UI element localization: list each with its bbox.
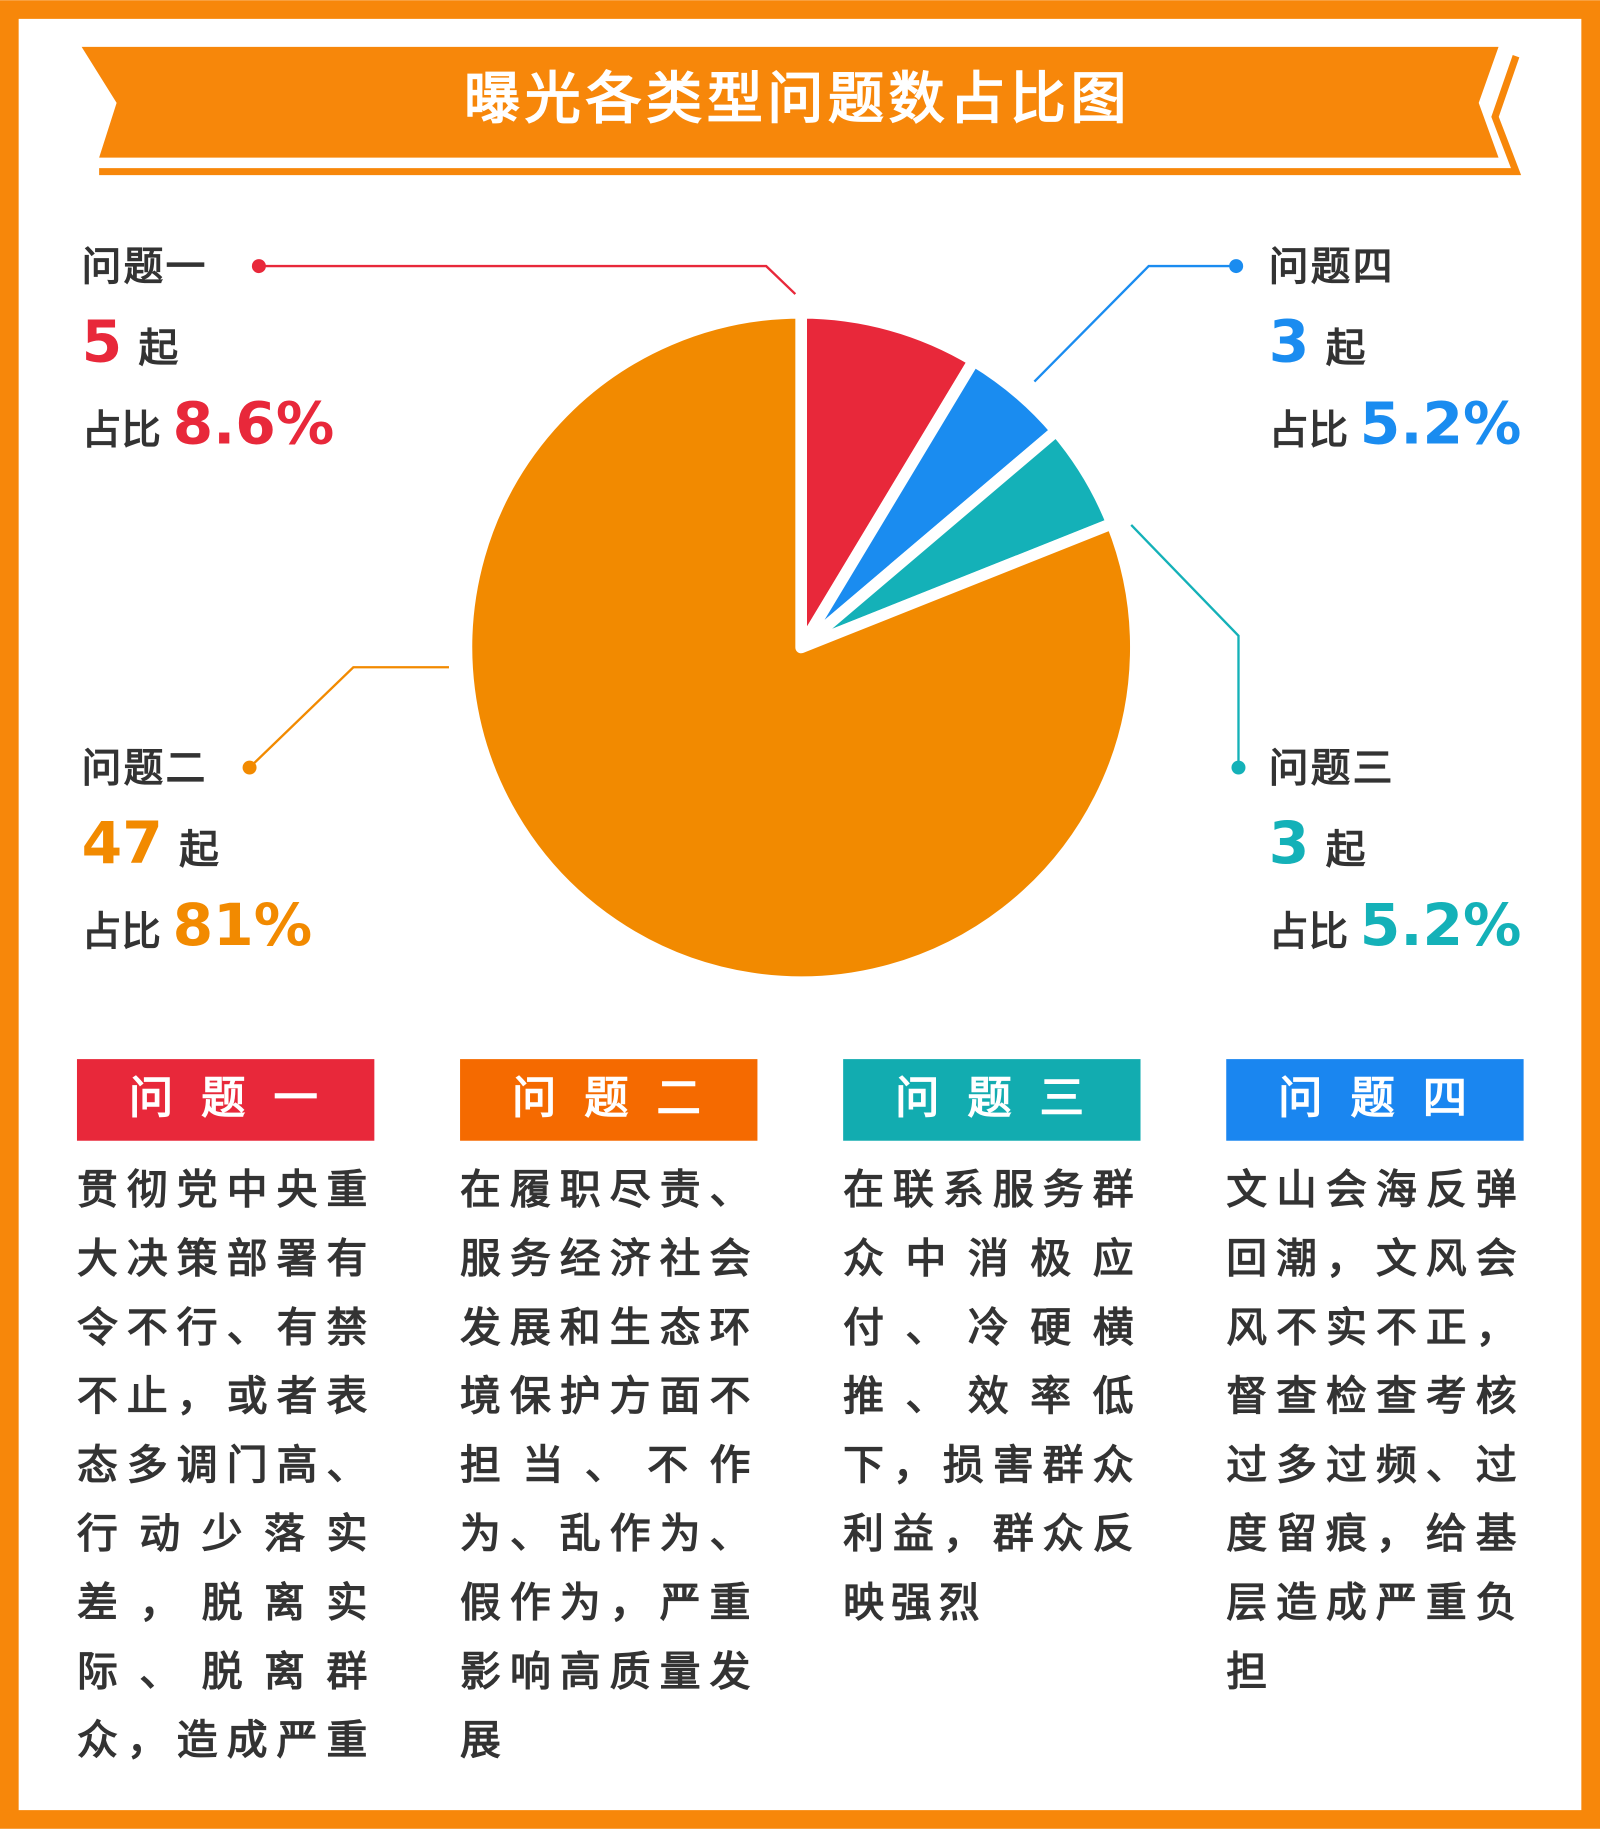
- share-value: 81%: [173, 891, 313, 959]
- banner-outline: [99, 55, 1522, 176]
- share-label: 占比 8.6%: [82, 389, 335, 457]
- share-label: 占比 81%: [82, 891, 313, 959]
- card-text: 贯彻党中央重大决策部署有令不行、有禁不止，或者表态多调门高、行动少落实差，脱离实…: [76, 1167, 375, 1765]
- count-value: 3: [1269, 308, 1310, 376]
- card-header: [843, 1059, 1141, 1141]
- title-banner: [81, 46, 1499, 158]
- leader-dot: [1229, 259, 1244, 274]
- card-title: 问题三: [895, 1073, 1112, 1124]
- share-label: 占比 5.2%: [1269, 891, 1522, 959]
- share-value: 8.6%: [173, 389, 335, 457]
- count-unit: 起: [1326, 827, 1366, 873]
- count-value: 47: [82, 809, 163, 877]
- leader-line: [1033, 264, 1237, 383]
- card-body: 贯彻党中央重大决策部署有令不行、有禁不止，或者表态多调门高、行动少落实差，脱离实…: [76, 1167, 375, 1765]
- card-header: [1226, 1059, 1524, 1141]
- share-prefix: 占比: [1269, 909, 1348, 955]
- share-prefix: 占比: [1269, 407, 1348, 453]
- leader-dot: [242, 760, 257, 775]
- pie-slice: [795, 306, 980, 654]
- card-text: 在履职尽责、服务经济社会发展和生态环境保护方面不担当、不作为、乱作为、假作为，严…: [460, 1167, 758, 1765]
- count-value: 5: [82, 308, 123, 376]
- chart-title: 曝光各类型问题数占比图: [464, 67, 1131, 132]
- card-body: 在履职尽责、服务经济社会发展和生态环境保护方面不担当、不作为、乱作为、假作为，严…: [460, 1167, 758, 1765]
- card-header: [76, 1059, 375, 1141]
- category-label: 问题一: [82, 244, 208, 290]
- card-body: 在联系服务群众中消极应付、冷硬横推、效率低下，损害群众利益，群众反映强烈: [843, 1167, 1141, 1628]
- count-value: 3: [1269, 809, 1310, 877]
- count-unit: 起: [179, 827, 219, 873]
- card-text: 在联系服务群众中消极应付、冷硬横推、效率低下，损害群众利益，群众反映强烈: [843, 1167, 1141, 1628]
- leader-dot: [251, 259, 266, 274]
- leader-line: [258, 264, 797, 295]
- share-value: 5.2%: [1360, 389, 1522, 457]
- count-unit: 起: [1326, 326, 1366, 372]
- category-label: 问题四: [1269, 244, 1395, 290]
- share-value: 5.2%: [1360, 891, 1522, 959]
- share-prefix: 占比: [82, 407, 161, 453]
- share-label: 占比 5.2%: [1269, 389, 1522, 457]
- leader-line: [248, 666, 449, 769]
- card-header: [460, 1059, 758, 1141]
- count-label: 47 起: [82, 809, 219, 877]
- card-title: 问题一: [129, 1073, 346, 1124]
- leader-dot: [1231, 760, 1246, 775]
- count-unit: 起: [139, 326, 179, 372]
- pie-slice: [460, 306, 1142, 988]
- card-title: 问题四: [1278, 1073, 1495, 1124]
- category-label: 问题三: [1269, 746, 1395, 792]
- leader-line: [1130, 524, 1240, 768]
- card-text: 文山会海反弹回潮，文风会风不实不正，督查检查考核过多过频、过度留痕，给基层造成严…: [1226, 1167, 1524, 1696]
- card-body: 文山会海反弹回潮，文风会风不实不正，督查检查考核过多过频、过度留痕，给基层造成严…: [1226, 1167, 1524, 1696]
- share-prefix: 占比: [82, 909, 161, 955]
- card-title: 问题二: [512, 1073, 729, 1124]
- category-label: 问题二: [82, 746, 208, 792]
